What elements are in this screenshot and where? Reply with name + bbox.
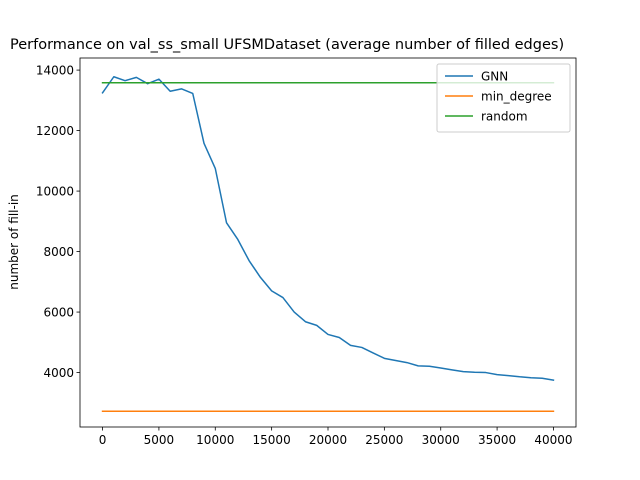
x-tick-label: 20000	[309, 433, 347, 447]
y-tick-label: 4000	[43, 366, 74, 380]
x-tick-label: 25000	[365, 433, 403, 447]
x-tick-label: 35000	[478, 433, 516, 447]
y-tick-label: 8000	[43, 245, 74, 259]
chart-title: Performance on val_ss_small UFSMDataset …	[10, 37, 564, 53]
y-axis: 4000 6000 8000 10000 12000 14000	[36, 63, 80, 380]
x-tick-label: 40000	[534, 433, 572, 447]
x-tick-label: 30000	[422, 433, 460, 447]
x-tick-label: 10000	[196, 433, 234, 447]
legend-label-random: random	[481, 109, 528, 123]
y-axis-label: number of fill-in	[7, 194, 21, 290]
y-tick-label: 12000	[36, 124, 74, 138]
y-tick-label: 10000	[36, 184, 74, 198]
legend-label-GNN: GNN	[481, 69, 508, 83]
y-tick-label: 6000	[43, 305, 74, 319]
x-tick-label: 15000	[253, 433, 291, 447]
y-tick-label: 14000	[36, 63, 74, 77]
legend-label-min-degree: min_degree	[481, 89, 552, 103]
legend-box	[436, 63, 571, 133]
x-axis: 0 5000 10000 15000 20000 25000 30000 35000 40000	[99, 427, 573, 447]
x-tick-label: 0	[99, 433, 107, 447]
series-line-GNN	[101, 76, 555, 381]
x-tick-label: 5000	[144, 433, 175, 447]
